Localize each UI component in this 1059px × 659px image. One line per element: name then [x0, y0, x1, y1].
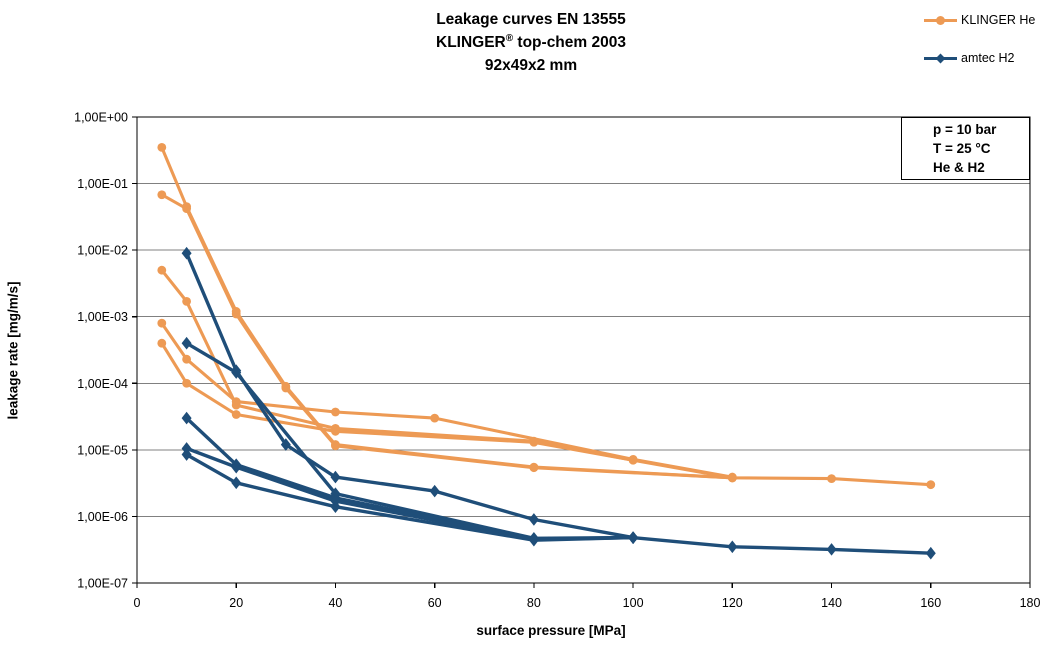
data-point-circle — [331, 407, 340, 417]
y-axis-title: leakage rate [mg/m/s] — [5, 281, 21, 420]
legend-label: KLINGER He — [961, 13, 1036, 27]
series-line-amtec-h2-1 — [184, 251, 933, 555]
x-tick-label: 140 — [821, 596, 842, 610]
x-tick-label: 80 — [527, 596, 541, 610]
y-tick-label: 1,00E-01 — [77, 177, 128, 191]
data-point-circle — [231, 309, 241, 319]
data-point-circle — [529, 463, 539, 473]
data-point-diamond — [231, 366, 242, 379]
data-point-diamond — [181, 336, 192, 350]
data-point-circle — [157, 338, 167, 348]
registered-trademark-symbol: ® — [505, 32, 514, 44]
chart-title-line1: Leakage curves EN 13555 — [436, 11, 626, 28]
data-point-circle — [231, 410, 241, 419]
x-axis-title: surface pressure [MPa] — [476, 623, 626, 638]
x-tick-label: 120 — [722, 596, 743, 610]
annotation-gases: He & H2 — [933, 160, 985, 175]
data-point-circle — [281, 383, 291, 393]
data-point-circle — [331, 441, 340, 451]
circle-marker-icon — [936, 15, 945, 25]
data-point-circle — [157, 190, 167, 200]
data-point-circle — [331, 426, 340, 436]
data-point-circle — [628, 455, 638, 465]
data-point-circle — [430, 413, 440, 423]
data-point-diamond — [280, 438, 291, 451]
data-point-circle — [157, 265, 167, 275]
chart-title-line2: KLINGER® top-chem 2003 — [436, 32, 626, 51]
data-point-diamond — [231, 460, 242, 474]
data-point-diamond — [826, 543, 837, 556]
data-point-diamond — [528, 533, 539, 547]
data-point-circle — [182, 296, 192, 306]
data-point-diamond — [727, 540, 738, 554]
data-point-diamond — [628, 531, 639, 544]
legend-label: amtec H2 — [961, 51, 1015, 65]
y-tick-label: 1,00E-02 — [77, 244, 128, 258]
data-point-circle — [157, 318, 167, 328]
plot-border — [136, 116, 1031, 584]
legend-item-klinger-he: KLINGER He — [924, 12, 1056, 28]
y-tick-label: 1,00E-07 — [77, 577, 128, 591]
y-tick-label: 1,00E-05 — [77, 443, 128, 457]
data-point-diamond — [330, 500, 341, 514]
annotation-pressure: p = 10 bar — [933, 122, 997, 137]
x-tick-label: 160 — [920, 596, 941, 610]
data-point-diamond — [181, 411, 192, 425]
data-point-diamond — [330, 470, 341, 484]
series-line-klinger-he-5 — [160, 341, 635, 462]
data-point-diamond — [528, 513, 539, 526]
y-tick-label: 1,00E-03 — [77, 310, 128, 324]
series-line-klinger-he-4 — [160, 321, 734, 479]
series-line-amtec-h2-2 — [184, 341, 635, 540]
y-tick-label: 1,00E-06 — [77, 510, 128, 524]
legend: KLINGER He amtec H2 — [924, 12, 1056, 88]
x-tick-label: 60 — [428, 596, 442, 610]
diamond-marker-icon — [935, 53, 946, 63]
data-point-diamond — [181, 448, 192, 461]
legend-swatch-amtec-h2 — [924, 52, 957, 64]
legend-swatch-klinger-he — [924, 14, 957, 26]
data-point-circle — [182, 354, 192, 364]
conditions-annotation-box: p = 10 bar T = 25 °C He & H2 — [901, 117, 1030, 180]
data-point-circle — [157, 142, 167, 152]
annotation-temperature: T = 25 °C — [933, 141, 991, 156]
series-line-klinger-he-3 — [160, 268, 734, 480]
x-tick-label: 180 — [1020, 596, 1041, 610]
data-point-diamond — [181, 246, 192, 260]
data-point-circle — [182, 204, 192, 214]
x-tick-label: 20 — [229, 596, 243, 610]
data-point-circle — [827, 474, 836, 484]
data-point-diamond — [429, 484, 440, 498]
x-tick-label: 40 — [328, 596, 342, 610]
x-tick-label: 0 — [134, 596, 141, 610]
data-point-circle — [529, 437, 539, 447]
data-point-diamond — [925, 546, 936, 560]
data-point-circle — [231, 397, 241, 407]
legend-item-amtec-h2: amtec H2 — [924, 50, 1056, 66]
data-point-circle — [727, 472, 737, 482]
data-point-circle — [926, 480, 936, 490]
data-point-diamond — [231, 476, 242, 490]
y-tick-label: 1,00E+00 — [74, 111, 128, 125]
x-tick-label: 100 — [623, 596, 644, 610]
chart-title-line3: 92x49x2 mm — [484, 57, 578, 74]
data-point-circle — [182, 378, 192, 388]
chart-title: Leakage curves EN 13555 KLINGER® top-che… — [220, 8, 842, 77]
y-tick-label: 1,00E-04 — [77, 377, 128, 391]
